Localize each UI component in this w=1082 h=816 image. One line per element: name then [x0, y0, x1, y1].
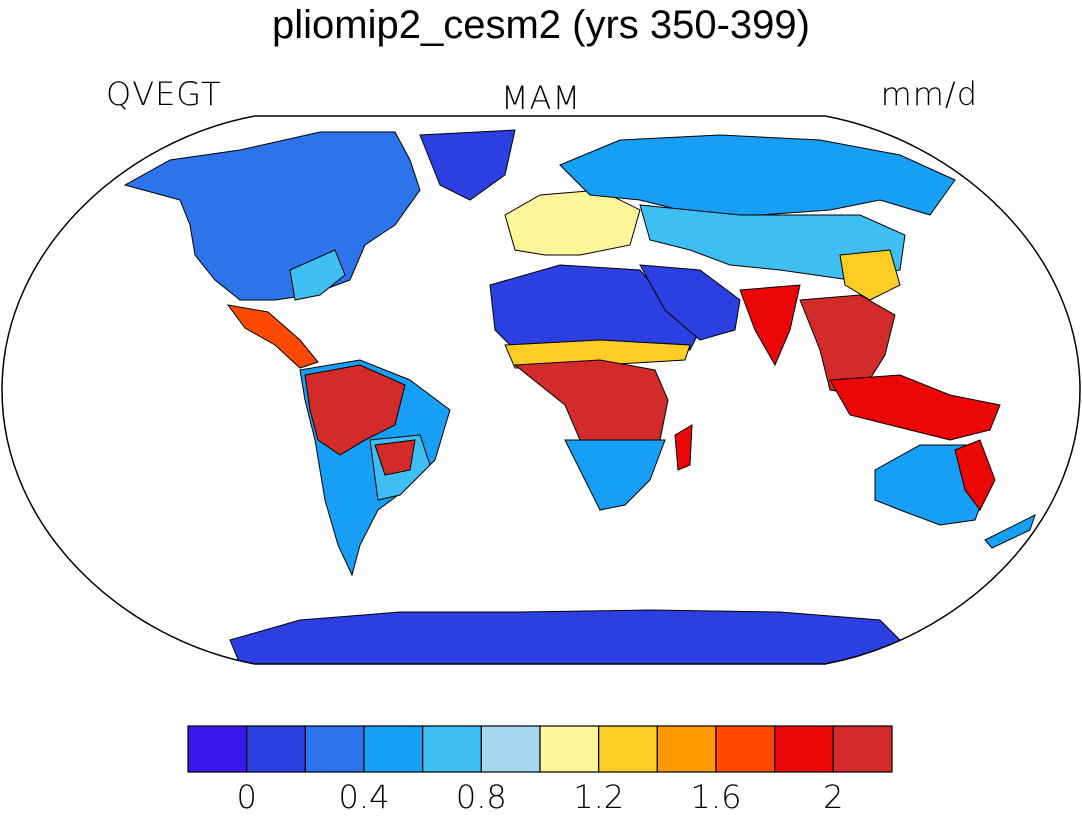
colorbar-box [246, 725, 306, 773]
region-sahel [504, 339, 691, 369]
region-antarctica [229, 609, 901, 664]
region-maritime-continent [829, 374, 1001, 441]
region-eastern-united-states [289, 249, 346, 301]
region-east-china [839, 249, 901, 301]
region-north-america [123, 131, 421, 301]
colorbar-tick-label: 1.6 [690, 778, 742, 816]
colorbar-box [774, 725, 834, 773]
colorbar-tick-label: 0.4 [338, 778, 390, 816]
colorbar-tick-label: 2 [823, 778, 844, 816]
region-southern-africa [564, 439, 666, 511]
colorbar-tick-label: 0 [236, 778, 257, 816]
colorbar-box [187, 725, 248, 773]
colorbar-box [598, 725, 658, 773]
colorbar-box [363, 725, 424, 773]
units-label: mm/d [880, 75, 978, 113]
colorbar-box [832, 725, 893, 773]
season-label: MAM [500, 79, 582, 117]
colorbar-box [304, 725, 365, 773]
variable-label: QVEGT [106, 75, 222, 113]
colorbar-tick-label: 1.2 [573, 778, 625, 816]
region-central-america [226, 304, 319, 369]
region-central-africa [513, 359, 669, 441]
region-greenland [419, 129, 516, 201]
map-field [123, 129, 1036, 664]
region-southeast-asia [799, 294, 896, 396]
region-sahara [489, 264, 701, 356]
region-europe [504, 189, 641, 256]
region-madagascar [674, 424, 693, 471]
region-new-zealand [984, 514, 1036, 549]
colorbar-box [422, 725, 482, 773]
region-arabia [639, 264, 741, 341]
region-northern-asia [559, 134, 956, 216]
region-amazonia [304, 364, 406, 456]
colorbar-box [656, 725, 717, 773]
region-eastern-australia [954, 439, 996, 511]
region-india [739, 284, 801, 367]
region-amazonia-south [374, 439, 416, 476]
colorbar-box [715, 725, 776, 773]
map-border [1, 115, 1081, 665]
colorbar-box [480, 725, 541, 773]
chart-title: pliomip2_cesm2 (yrs 350-399) [271, 3, 810, 47]
colorbar-tick-label: 0.8 [455, 778, 507, 816]
colorbar-box [539, 725, 600, 773]
